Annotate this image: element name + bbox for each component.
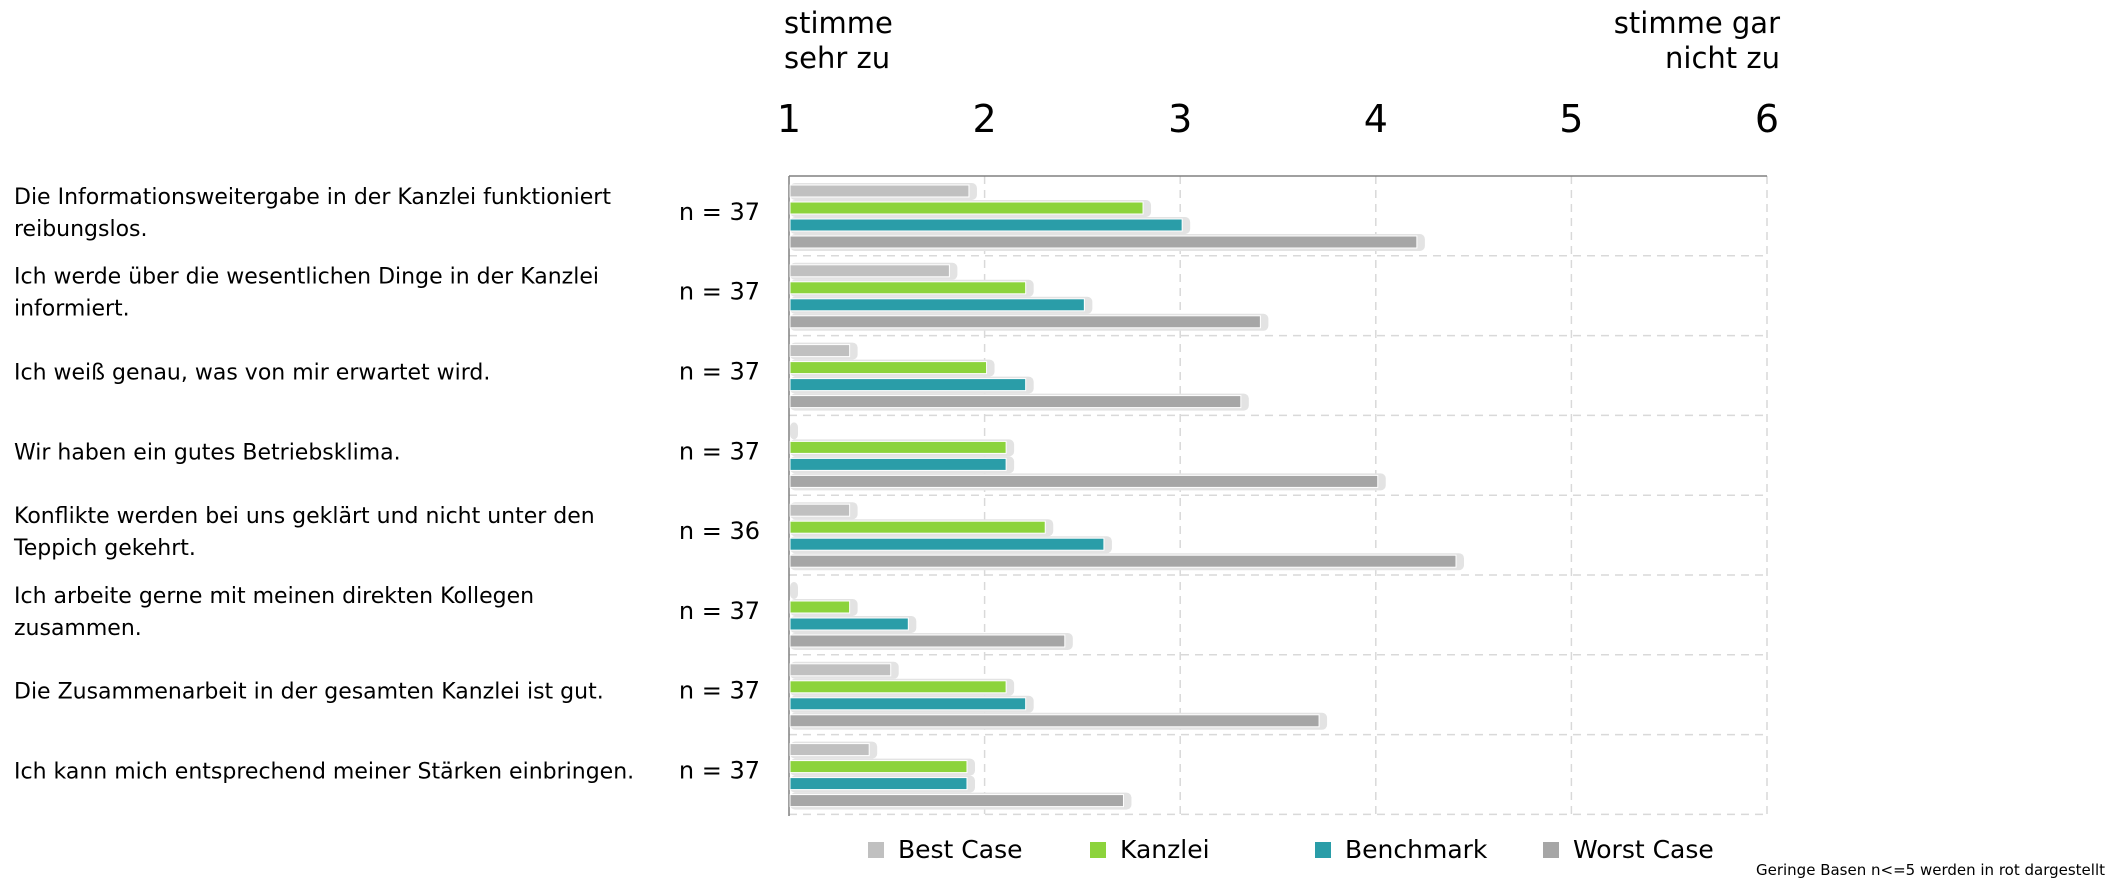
legend-label: Worst Case — [1573, 835, 1714, 864]
scale-label-agree-line2: sehr zu — [784, 41, 891, 75]
bar-kanzlei — [789, 281, 1027, 295]
bar-kanzlei — [789, 520, 1046, 534]
bar-kanzlei — [789, 600, 851, 614]
grid-layer — [788, 175, 1768, 816]
scale-label-agree: stimme sehr zu — [784, 6, 893, 76]
bar-benchmark — [789, 777, 968, 791]
legend-label: Kanzlei — [1120, 835, 1210, 864]
sample-size-label: n = 37 — [679, 437, 760, 465]
category-label-line: Konflikte werden bei uns geklärt und nic… — [14, 504, 595, 529]
bar-best-case — [789, 344, 851, 358]
bar-worst-case — [789, 794, 1124, 808]
sample-size-label: n = 37 — [679, 757, 760, 785]
bar-benchmark — [789, 537, 1105, 551]
bar-shadow — [790, 582, 798, 599]
bar-best-case — [789, 503, 851, 517]
scale-label-disagree-line2: nicht zu — [1665, 41, 1780, 75]
category-label: Ich arbeite gerne mit meinen direkten Ko… — [14, 584, 534, 641]
x-tick-label: 1 — [777, 97, 801, 141]
category-label-line: Wir haben ein gutes Betriebsklima. — [14, 440, 401, 465]
category-label-line: Ich werde über die wesentlichen Dinge in… — [14, 265, 599, 290]
bar-kanzlei — [789, 201, 1144, 215]
x-tick-label: 4 — [1364, 97, 1388, 141]
sample-size-label: n = 37 — [679, 198, 760, 226]
x-tick-label: 6 — [1755, 97, 1779, 141]
bar-kanzlei — [789, 760, 968, 774]
legend-label: Best Case — [898, 835, 1023, 864]
bar-best-case — [789, 663, 892, 677]
legend-label: Benchmark — [1345, 835, 1488, 864]
category-label-line: Die Informationsweitergabe in der Kanzle… — [14, 185, 611, 210]
sample-size-label: n = 37 — [679, 358, 760, 386]
x-tick-label: 3 — [1168, 97, 1192, 141]
bar-benchmark — [789, 617, 909, 631]
x-tick-label: 2 — [973, 97, 997, 141]
bar-best-case — [789, 743, 870, 757]
bar-worst-case — [789, 554, 1457, 568]
scale-label-agree-line1: stimme — [784, 6, 893, 40]
bar-worst-case — [789, 395, 1242, 409]
category-label: Die Zusammenarbeit in der gesamten Kanzl… — [14, 680, 604, 705]
bar-kanzlei — [789, 440, 1007, 454]
category-label: Konflikte werden bei uns geklärt und nic… — [13, 504, 595, 561]
legend-swatch — [1543, 842, 1559, 858]
bar-worst-case — [789, 634, 1066, 648]
category-labels: Die Informationsweitergabe in der Kanzle… — [13, 185, 760, 785]
category-label-line: Teppich gekehrt. — [13, 536, 196, 561]
category-label: Ich weiß genau, was von mir erwartet wir… — [14, 361, 490, 386]
category-label-line: Ich arbeite gerne mit meinen direkten Ko… — [14, 584, 534, 609]
bar-best-case — [789, 264, 950, 278]
bar-worst-case — [789, 474, 1379, 488]
footnote: Geringe Basen n<=5 werden in rot dargest… — [1755, 861, 2105, 879]
x-tick-labels: 1 2 3 4 5 6 — [777, 97, 1779, 141]
bar-benchmark — [789, 457, 1007, 471]
legend-swatch — [868, 842, 884, 858]
x-tick-label: 5 — [1559, 97, 1583, 141]
category-label: Ich werde über die wesentlichen Dinge in… — [14, 265, 599, 322]
bar-kanzlei — [789, 680, 1007, 694]
bar-best-case — [789, 184, 970, 198]
bar-benchmark — [789, 697, 1027, 711]
bar-worst-case — [789, 235, 1418, 249]
category-label-line: Ich weiß genau, was von mir erwartet wir… — [14, 361, 490, 386]
bar-kanzlei — [789, 361, 988, 375]
legend: Best Case Kanzlei Benchmark Worst Case — [868, 835, 1714, 864]
category-label-line: zusammen. — [14, 616, 142, 641]
bar-benchmark — [789, 298, 1085, 312]
sample-size-label: n = 37 — [679, 597, 760, 625]
bar-worst-case — [789, 315, 1261, 329]
sample-size-label: n = 37 — [679, 677, 760, 705]
bar-benchmark — [789, 218, 1183, 232]
sample-size-label: n = 37 — [679, 278, 760, 306]
category-label-line: Die Zusammenarbeit in der gesamten Kanzl… — [14, 680, 604, 705]
sample-size-label: n = 36 — [679, 517, 760, 545]
scale-label-disagree: stimme gar nicht zu — [1614, 6, 1780, 76]
category-label-line: informiert. — [14, 297, 130, 322]
category-label: Ich kann mich entsprechend meiner Stärke… — [14, 760, 634, 785]
bar-shadow — [790, 422, 798, 440]
legend-swatch — [1315, 842, 1331, 858]
category-label: Die Informationsweitergabe in der Kanzle… — [14, 185, 611, 242]
category-label: Wir haben ein gutes Betriebsklima. — [14, 440, 401, 465]
bar-layer — [789, 183, 1464, 810]
legend-swatch — [1090, 842, 1106, 858]
bar-benchmark — [789, 378, 1027, 392]
category-label-line: reibungslos. — [14, 217, 148, 242]
bar-worst-case — [789, 714, 1320, 728]
category-label-line: Ich kann mich entsprechend meiner Stärke… — [14, 760, 634, 785]
scale-label-disagree-line1: stimme gar — [1613, 6, 1780, 40]
